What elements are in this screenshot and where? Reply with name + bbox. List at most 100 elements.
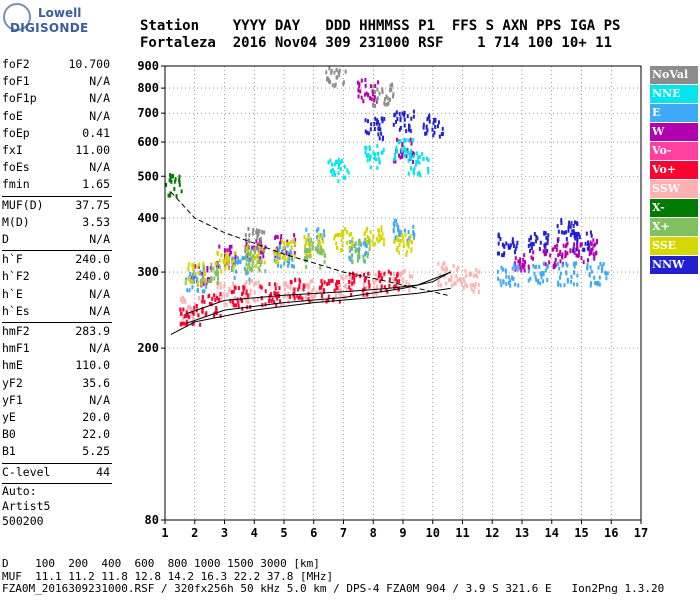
echo-point-vo [276, 296, 279, 301]
echo-point-nnw [570, 221, 573, 226]
echo-point-noval [252, 247, 255, 252]
echo-point-ssw [351, 288, 354, 293]
echo-point-noval [372, 102, 375, 107]
echo-point-nne [404, 153, 407, 158]
echo-point-sse [294, 242, 297, 247]
echo-point-e [598, 275, 601, 280]
echo-point-noval [373, 90, 376, 95]
echo-point-e [205, 284, 208, 289]
echo-point-nnw [403, 110, 406, 115]
echo-point-vo [323, 288, 326, 293]
echo-point-vo [335, 282, 338, 287]
echo-point-sse [404, 232, 407, 237]
echo-point-sse [224, 261, 227, 266]
echo-point-e [286, 259, 289, 264]
echo-point-nnw [373, 121, 376, 126]
echo-point-sse [383, 242, 386, 247]
echo-point-x [213, 276, 216, 281]
echo-point-w [230, 250, 233, 255]
echo-point-sse [395, 247, 398, 252]
echo-point-vo [393, 284, 396, 289]
echo-point-nne [418, 154, 421, 159]
echo-point-w [228, 248, 231, 253]
echo-point-nnw [557, 229, 560, 234]
echo-point-noval [389, 97, 392, 102]
param-value: 20.0 [82, 410, 110, 424]
echo-point-w [228, 252, 231, 257]
echo-point-ssw [371, 277, 374, 282]
echo-point-e [513, 262, 516, 267]
param-separator [2, 462, 112, 464]
echo-point-ssw [439, 273, 442, 278]
echo-point-vo [260, 295, 263, 300]
echo-point-ssw [247, 299, 250, 304]
echo-point-e [276, 255, 279, 260]
echo-point-nnw [511, 237, 514, 242]
echo-point-sse [196, 264, 199, 269]
echo-point-vo [362, 272, 365, 277]
echo-point-sse [369, 243, 372, 248]
echo-point-sse [276, 260, 279, 265]
param-he: h`E N/A [2, 287, 110, 304]
param-key: D [2, 232, 9, 246]
echo-point-w [582, 260, 585, 265]
echo-point-w [587, 258, 590, 263]
footer-muf: MUF 11.1 11.2 11.8 12.8 14.2 16.3 22.2 3… [2, 569, 334, 583]
echo-point-ssw [283, 287, 286, 292]
echo-point-x [200, 278, 203, 283]
echo-point-w [251, 245, 254, 250]
echo-point-nnw [378, 136, 381, 141]
echo-point-sse [341, 234, 344, 239]
echo-point-w [259, 256, 262, 261]
echo-point-vo [274, 291, 277, 296]
echo-point-w [395, 137, 398, 142]
echo-point-noval [252, 227, 255, 232]
echo-point-nnw [589, 230, 592, 235]
echo-point-nne [337, 171, 340, 176]
echo-point-ssw [444, 269, 447, 274]
echo-point-e [502, 279, 505, 284]
echo-point-vo [213, 293, 216, 298]
echo-point-noval [389, 88, 392, 93]
echo-point-noval [344, 69, 347, 74]
echo-point-nnw [426, 117, 429, 122]
echo-point-x [367, 240, 370, 245]
echo-point-sse [409, 238, 412, 243]
echo-point-nnw [497, 232, 500, 237]
echo-point-ssw [375, 284, 378, 289]
echo-point-vo [318, 285, 321, 290]
echo-point-nne [335, 159, 338, 164]
echo-point-sse [335, 241, 338, 246]
echo-point-noval [338, 68, 341, 73]
echo-point-sse [393, 240, 396, 245]
echo-point-sse [304, 241, 307, 246]
echo-point-sse [225, 251, 228, 256]
echo-point-sse [227, 253, 230, 258]
echo-point-sse [369, 230, 372, 235]
echo-point-e [287, 251, 290, 256]
echo-point-nnw [381, 119, 384, 124]
y-tick-label: 200 [137, 341, 159, 355]
echo-point-vo [367, 279, 370, 284]
echo-point-ssw [338, 283, 341, 288]
echo-point-ssw [180, 296, 183, 301]
echo-point-ssw [469, 283, 472, 288]
echo-point-w [561, 252, 564, 257]
echo-point-vo [367, 271, 370, 276]
echo-point-vo [219, 291, 222, 296]
echo-point-nne [369, 165, 372, 170]
echo-point-nne [396, 149, 399, 154]
param-separator [2, 195, 112, 197]
param-separator [2, 482, 112, 484]
echo-point-nnw [512, 243, 515, 248]
echo-point-e [413, 232, 416, 237]
echo-point-x [171, 174, 174, 179]
echo-point-x [216, 272, 219, 277]
echo-point-ssw [216, 298, 219, 303]
echo-point-x [215, 270, 218, 275]
auto-software: Artist5 [2, 499, 51, 513]
echo-point-ssw [464, 282, 467, 287]
echo-point-w [194, 264, 197, 269]
echo-point-e [353, 243, 356, 248]
echo-point-w [573, 242, 576, 247]
